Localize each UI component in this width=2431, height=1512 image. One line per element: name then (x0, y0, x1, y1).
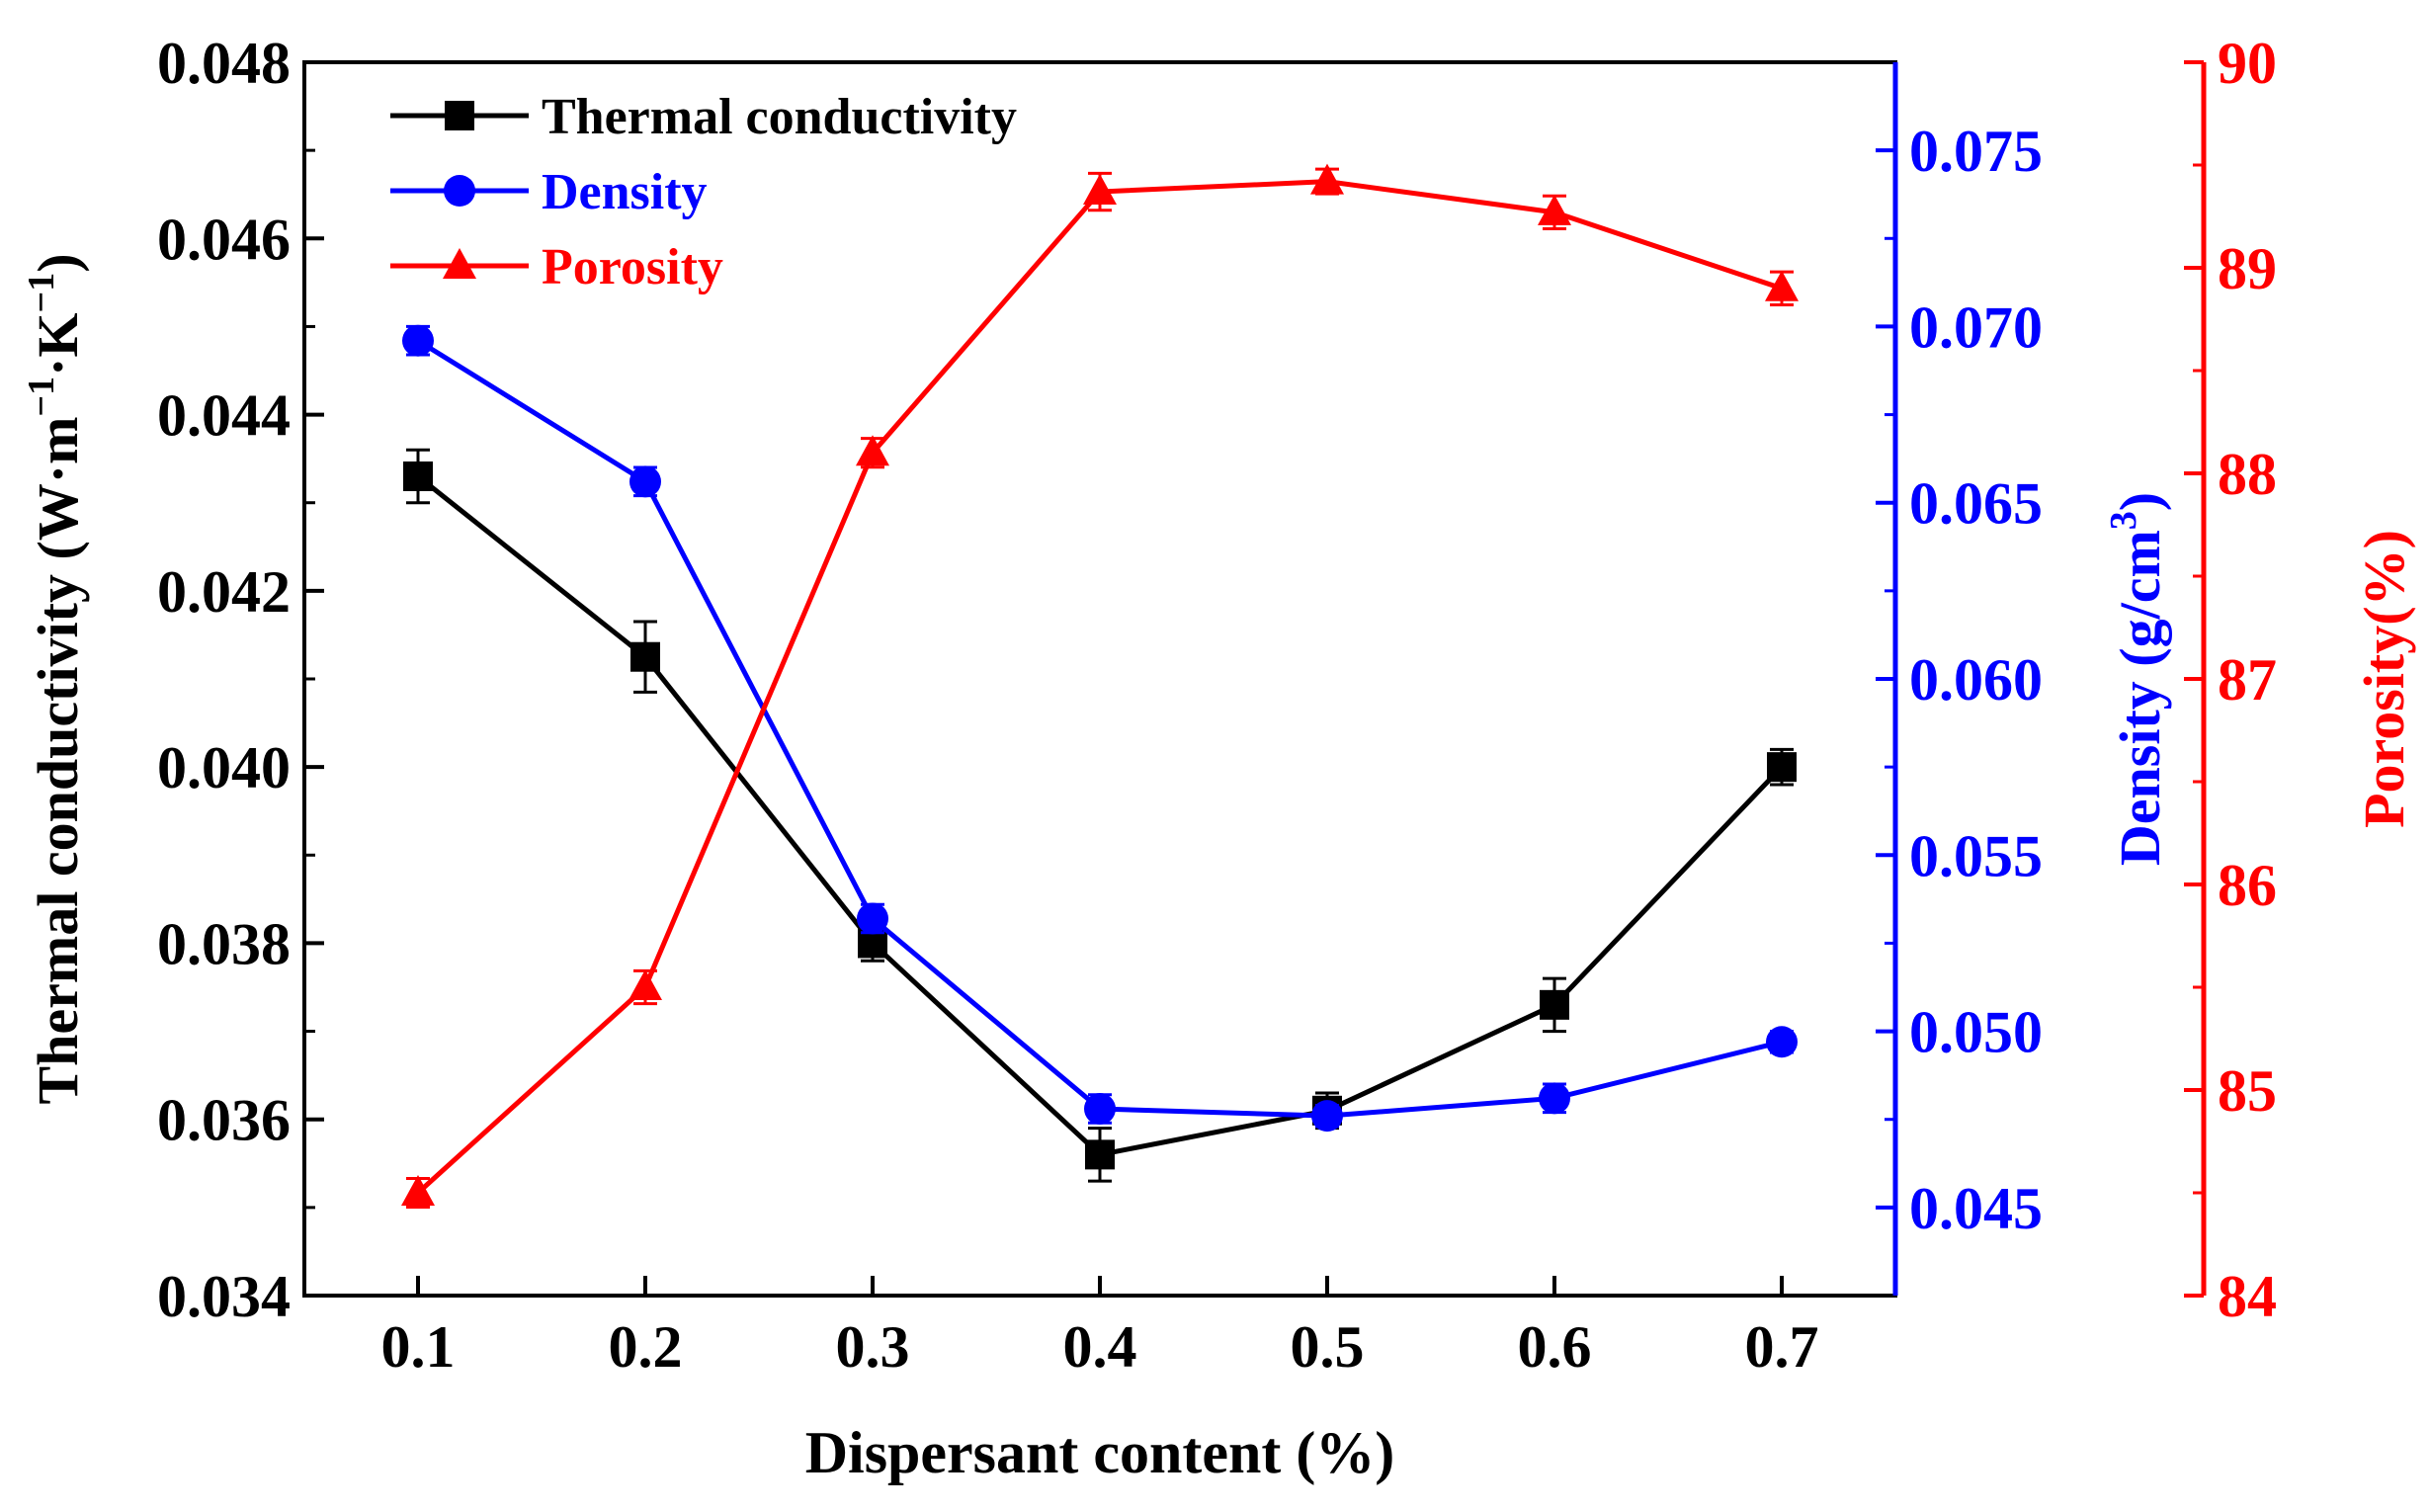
left-axis-tick-label: 0.046 (157, 207, 291, 272)
left-axis-tick-label: 0.040 (157, 735, 291, 800)
legend-item-porosity: Porosity (390, 239, 723, 295)
porosity-axis-tick-label: 88 (2218, 442, 2277, 507)
porosity-point (401, 1175, 435, 1206)
density-point (629, 465, 661, 498)
legend-item-density: Density (390, 164, 708, 220)
thermal-conductivity-point (630, 641, 660, 672)
density-point (857, 902, 888, 935)
x-tick-label: 0.5 (1291, 1314, 1365, 1380)
left-axis-title-sup1: −1 (21, 377, 62, 417)
thermal-conductivity-line (416, 474, 1784, 1158)
porosity-axis-title: Porosity(%) (2352, 530, 2416, 828)
density-axis-tick-label: 0.055 (1909, 823, 2043, 888)
legend: Thermal conductivity Density Porosity (390, 89, 1017, 295)
density-line (416, 338, 1783, 1119)
legend-label: Porosity (542, 239, 723, 295)
x-tick-label: 0.2 (609, 1314, 683, 1380)
density-axis-title-main: Density (g/cm (2108, 530, 2172, 866)
x-tick-label: 0.6 (1518, 1314, 1592, 1380)
x-tick-label: 0.1 (381, 1314, 456, 1380)
left-axis-tick-label: 0.044 (157, 383, 291, 449)
left-axis-title-main: Thermal conductivity (W·m (26, 417, 90, 1105)
porosity-point (1538, 194, 1571, 225)
density-point (1311, 1100, 1343, 1133)
density-axis-tick-label: 0.065 (1909, 471, 2043, 537)
density-series (402, 324, 1798, 1133)
density-axis-tick-label: 0.075 (1909, 119, 2043, 184)
density-axis-tick-label: 0.050 (1909, 1000, 2043, 1065)
left-axis-tick-label: 0.034 (157, 1264, 291, 1329)
ticks-group: 0.1 0.2 0.3 0.4 0.5 0.6 0.7 0.034 0.036 0.038 0.04… (157, 31, 2277, 1380)
left-axis-title: Thermal conductivity (W·m−1·K−1) (21, 253, 90, 1104)
porosity-point (629, 969, 662, 1000)
x-tick-label: 0.4 (1063, 1314, 1137, 1380)
porosity-point (1083, 174, 1117, 206)
density-axis-tick-label: 0.045 (1909, 1176, 2043, 1241)
left-axis-tick-label: 0.048 (157, 31, 291, 96)
density-point (1539, 1082, 1570, 1115)
density-axis-title: Density (g/cm3) (2103, 492, 2172, 866)
left-axis-title-mid: ·K (26, 312, 90, 376)
thermal-conductivity-point (1540, 989, 1569, 1020)
x-tick-label: 0.7 (1745, 1314, 1819, 1380)
legend-marker (444, 175, 475, 207)
legend-item-thermal-conductivity: Thermal conductivity (390, 89, 1017, 145)
left-axis-title-end: ) (26, 253, 90, 272)
density-point (1084, 1093, 1116, 1126)
density-axis-tick-label: 0.070 (1909, 294, 2043, 360)
porosity-series (401, 163, 1799, 1210)
porosity-point (1310, 163, 1344, 195)
porosity-axis-tick-label: 87 (2218, 647, 2277, 713)
porosity-point (856, 435, 889, 466)
thermal-conductivity-point (1767, 752, 1797, 783)
x-axis-title: Dispersant content (%) (805, 1420, 1395, 1485)
left-axis-tick-label: 0.038 (157, 911, 291, 976)
legend-marker (445, 101, 474, 130)
density-point (1766, 1026, 1798, 1058)
series-group (401, 163, 1799, 1210)
density-axis-title-end: ) (2108, 492, 2172, 511)
porosity-axis-tick-label: 90 (2218, 31, 2277, 96)
porosity-axis-tick-label: 84 (2218, 1264, 2277, 1329)
legend-label: Thermal conductivity (542, 89, 1017, 145)
porosity-axis-tick-label: 85 (2218, 1058, 2277, 1124)
porosity-axis-tick-label: 89 (2218, 236, 2277, 301)
left-axis-tick-label: 0.036 (157, 1088, 291, 1153)
density-point (402, 324, 434, 357)
thermal-conductivity-point (1085, 1139, 1115, 1170)
thermal-conductivity-point (403, 461, 433, 491)
density-axis-tick-label: 0.060 (1909, 647, 2043, 713)
left-axis-title-sup2: −1 (21, 273, 62, 313)
density-axis-title-sup: 3 (2103, 511, 2144, 530)
x-tick-label: 0.3 (836, 1314, 910, 1380)
thermal-conductivity-series (403, 448, 1797, 1183)
porosity-line (416, 179, 1783, 1195)
legend-marker (443, 248, 476, 279)
left-axis-tick-label: 0.042 (157, 559, 291, 625)
porosity-point (1765, 270, 1799, 301)
legend-label: Density (542, 164, 708, 220)
porosity-axis-tick-label: 86 (2218, 853, 2277, 918)
